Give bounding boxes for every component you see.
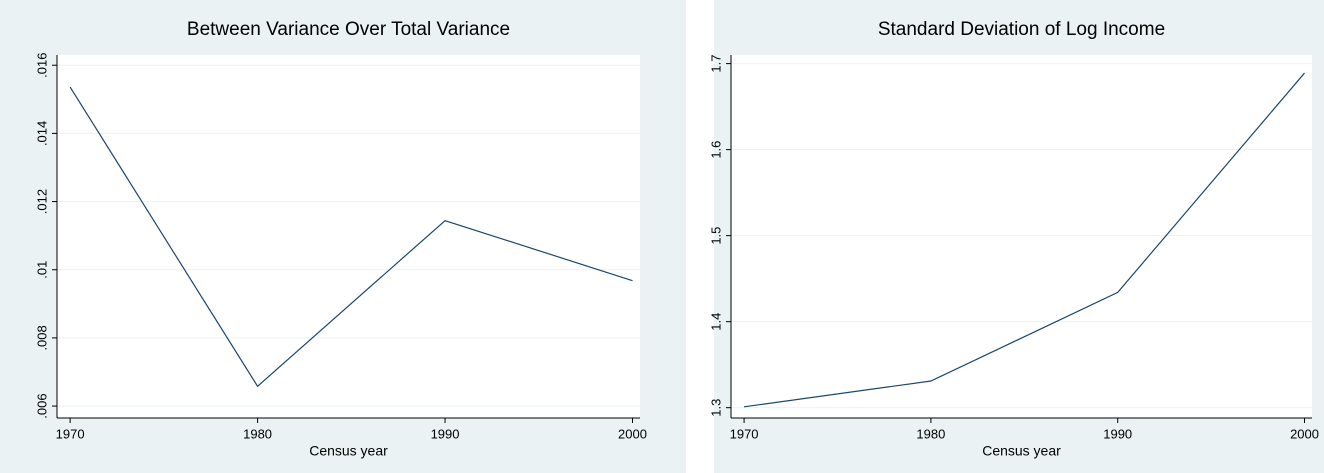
x-axis-label: Census year xyxy=(982,443,1061,459)
y-tick-label: 1.3 xyxy=(708,399,723,417)
y-tick-label: 1.4 xyxy=(708,313,723,331)
x-tick-label: 1970 xyxy=(56,426,85,441)
chart-title: Between Variance Over Total Variance xyxy=(187,19,510,40)
x-tick-label: 1980 xyxy=(243,426,272,441)
x-tick-label: 1990 xyxy=(431,426,460,441)
chart-panel: Standard Deviation of Log Income 1.3 1.4 1.… xyxy=(708,0,1324,473)
data-line xyxy=(743,72,1305,408)
y-tick-label: .01 xyxy=(34,261,49,279)
y-tick-label: 1.5 xyxy=(708,227,723,245)
x-tick-label: 1970 xyxy=(730,426,759,441)
y-tick-label: 1.6 xyxy=(708,141,723,159)
y-tick-label: .008 xyxy=(34,325,49,350)
y-tick-label: .014 xyxy=(34,121,49,146)
y-tick-label: .012 xyxy=(34,189,49,214)
y-tick-label: .006 xyxy=(34,393,49,418)
plot-area xyxy=(57,55,640,418)
x-tick-label: 1980 xyxy=(916,426,945,441)
data-line xyxy=(69,86,633,388)
x-tick-label: 1990 xyxy=(1103,426,1132,441)
chart-title: Standard Deviation of Log Income xyxy=(878,19,1165,40)
x-axis-label: Census year xyxy=(309,443,388,459)
x-tick-label: 2000 xyxy=(1290,426,1319,441)
plot-area xyxy=(731,55,1312,418)
y-tick-label: .016 xyxy=(34,53,49,78)
x-tick-label: 2000 xyxy=(618,426,647,441)
y-tick-label: 1.7 xyxy=(708,55,723,73)
chart-panel: Between Variance Over Total Variance .006… xyxy=(0,0,686,473)
